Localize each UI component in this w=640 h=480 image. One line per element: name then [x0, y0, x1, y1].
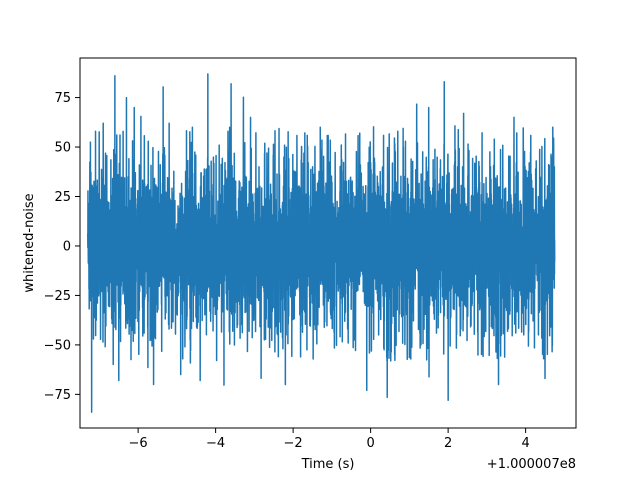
x-axis-offset-label: +1.000007e8	[487, 457, 576, 472]
y-tick-label: 75	[54, 91, 71, 106]
x-tick-label: 4	[521, 436, 529, 451]
x-tick-label: −6	[129, 436, 148, 451]
y-tick-label: −75	[44, 388, 71, 403]
y-tick-label: 50	[54, 141, 71, 156]
plot-frame	[79, 57, 577, 429]
x-tick-label: −2	[284, 436, 303, 451]
y-axis-label: whitened-noise	[22, 193, 37, 292]
x-tick-label: −4	[206, 436, 225, 451]
series-layer	[87, 73, 556, 413]
y-tick-label: 0	[63, 239, 71, 254]
y-tick-label: −25	[44, 289, 71, 304]
y-tick-label: −50	[44, 338, 71, 353]
x-ticks: −6 −4 −2 0 2 4	[129, 428, 530, 451]
x-tick-label: 2	[444, 436, 452, 451]
y-ticks: −75 −50 −25 0 25 50 75	[44, 91, 80, 403]
x-axis-label: Time (s)	[301, 457, 355, 472]
y-tick-label: 25	[54, 190, 71, 205]
x-tick-label: 0	[366, 436, 374, 451]
whitened-noise-series-line	[87, 73, 556, 413]
